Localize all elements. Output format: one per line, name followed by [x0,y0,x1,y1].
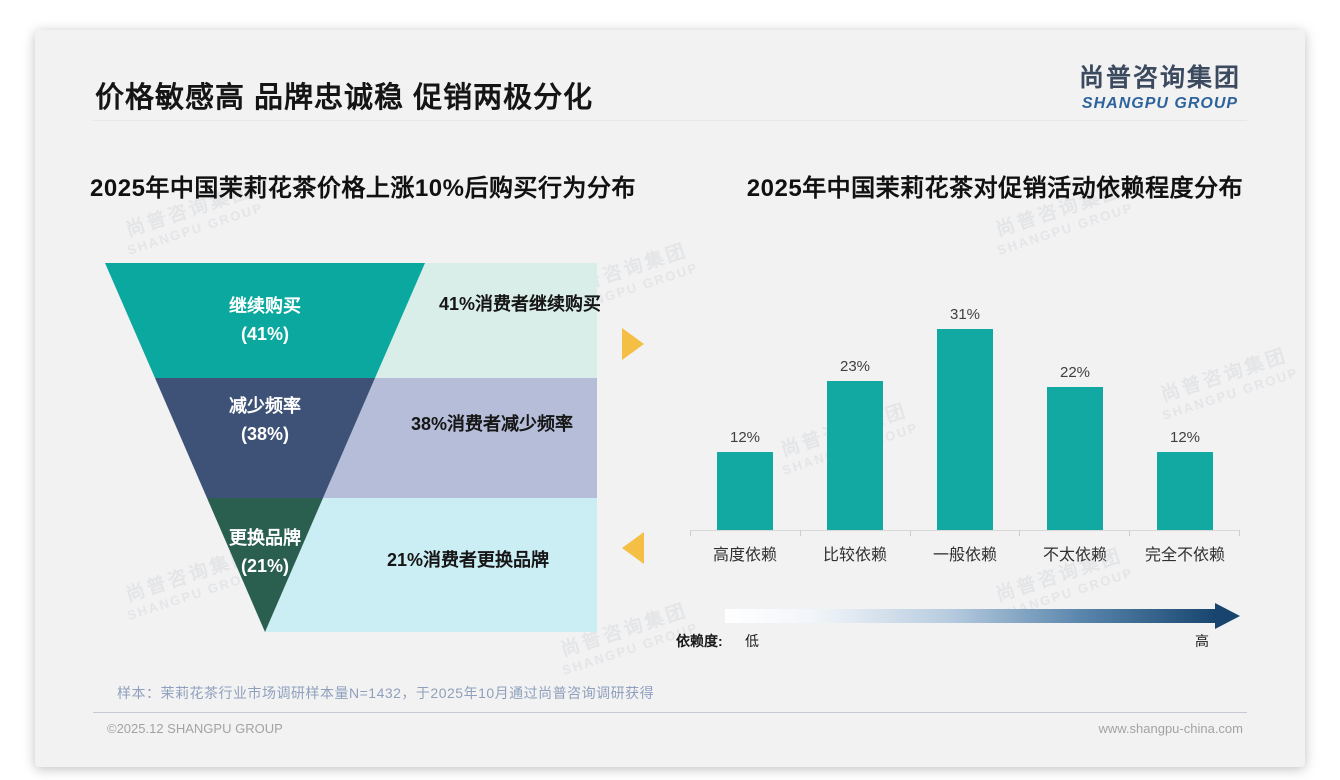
bar-value-label: 12% [729,429,761,446]
bar-column: 31% [910,305,1020,530]
funnel-segment-1-label: 继续购买 [229,295,301,316]
bar [1157,452,1213,530]
bar-value-label: 23% [839,357,871,375]
page-title: 价格敏感高 品牌忠诚稳 促销两极分化 [95,82,594,114]
bar-column: 12% [1130,429,1240,530]
funnel-segment-1 [105,263,425,378]
x-axis-label: 高度依赖 [712,547,777,564]
x-axis-label: 比较依赖 [822,547,887,564]
funnel-segment-1-value: (41%) [241,324,289,344]
bar [937,328,993,530]
company-logo: 尚普咨询集团 SHANGPU GROUP [1079,58,1241,113]
x-axis-label: 一般依赖 [932,547,997,564]
funnel-panel-2 [323,378,597,498]
bar-value-label: 22% [1059,364,1091,381]
dependency-legend-label: 依赖度: [676,633,723,649]
bar-chart-title: 2025年中国茉莉花茶对促销活动依赖程度分布 [746,175,1244,202]
bar-column: 22% [1020,364,1130,530]
title-divider [93,120,1247,121]
funnel-annotation-3: 21%消费者更换品牌 [387,549,549,570]
bar-chart: 12% 23% 31% 22% 12% [690,298,1240,565]
footer-divider [93,712,1247,713]
bar-value-label: 31% [949,305,981,323]
funnel-segment-2-label: 减少频率 [229,395,301,416]
gradient-arrow-shaft [725,609,1217,623]
bar [827,380,883,530]
funnel-panel-1 [375,263,597,378]
dependency-low-label: 低 [745,633,759,649]
arrow-left-icon [622,532,644,564]
x-axis-label: 完全不依赖 [1144,547,1225,564]
gradient-arrow-head-icon [1215,603,1240,629]
sample-footnote: 样本：茉莉花茶行业市场调研样本量N=1432，于2025年10月通过尚普咨询调研… [117,685,655,701]
funnel-annotation-2: 38%消费者减少频率 [411,413,573,434]
x-axis-line [690,530,1240,531]
bar [717,452,773,530]
funnel-segment-2-value: (38%) [241,424,289,444]
funnel-panel-3 [265,498,597,632]
funnel-chart-title: 2025年中国茉莉花茶价格上涨10%后购买行为分布 [90,175,636,202]
bar-value-label: 12% [1169,429,1201,446]
funnel-segment-3-value: (21%) [241,556,289,576]
x-axis-labels: 高度依赖 比较依赖 一般依赖 不太依赖 完全不依赖 [690,541,1240,565]
funnel-chart: 继续购买 (41%) 减少频率 (38%) 更换品牌 (21%) 41%消费者继… [105,263,600,632]
bar [1047,387,1103,530]
logo-english-text: SHANGPU GROUP [1081,95,1239,112]
funnel-annotation-1: 41%消费者继续购买 [439,293,600,314]
bar-chart-plot: 12% 23% 31% 22% 12% [690,298,1240,530]
x-axis-ticks [690,531,1240,536]
website-url: www.shangpu-china.com [1098,721,1243,736]
funnel-segment-2 [155,378,375,498]
x-axis-label: 不太依赖 [1042,547,1107,564]
bar-column: 23% [800,357,910,530]
dependency-gradient-arrow [725,603,1240,629]
dependency-high-label: 高 [1195,633,1209,649]
funnel-segment-3 [207,498,323,632]
logo-chinese-text: 尚普咨询集团 [1078,64,1241,92]
copyright-text: ©2025.12 SHANGPU GROUP [107,721,283,736]
dependency-legend: 依赖度: 低 高 [35,631,1305,651]
slide-card: 尚普咨询集团 SHANGPU GROUP 尚普咨询集团 SHANGPU GROUP 尚普… [35,30,1305,767]
arrow-right-icon [622,328,644,360]
bar-column: 12% [690,429,800,530]
funnel-segment-3-label: 更换品牌 [229,527,301,548]
